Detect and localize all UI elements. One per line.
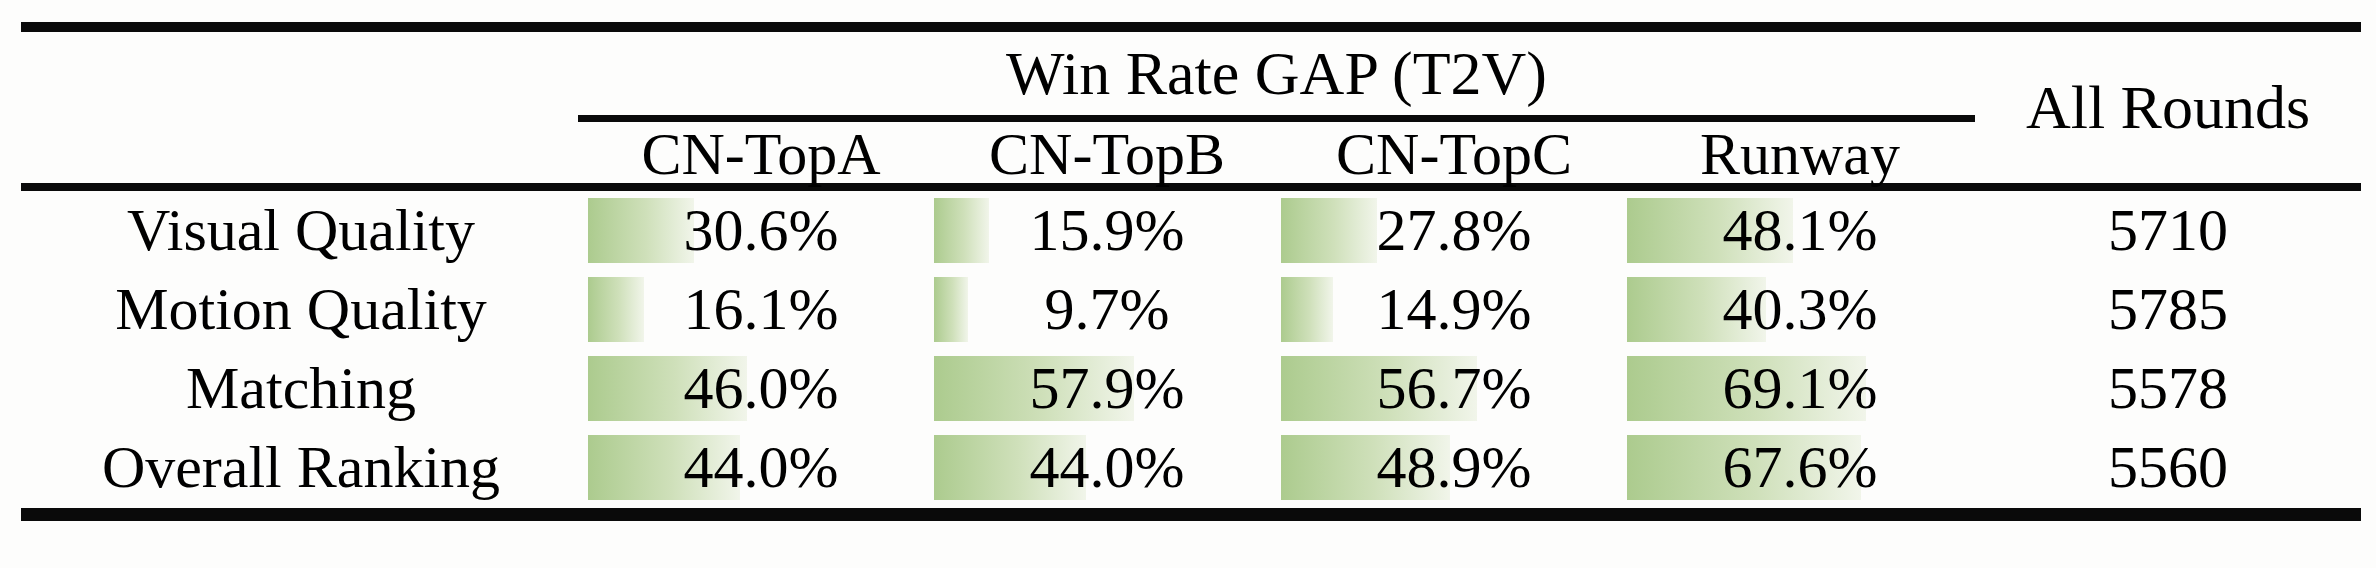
win-rate-value: 57.9% <box>1030 355 1185 421</box>
win-rate-value: 9.7% <box>1045 276 1170 342</box>
win-rate-cell: 40.3% <box>1627 270 1973 349</box>
win-rate-bar <box>1281 198 1377 263</box>
win-rate-bar <box>934 277 968 342</box>
column-header-cn-topa: CN-TopA <box>588 122 934 183</box>
win-rate-cell: 48.1% <box>1627 191 1973 270</box>
row-label: Visual Quality <box>21 191 581 270</box>
win-rate-cell: 15.9% <box>934 191 1280 270</box>
win-rate-cell: 67.6% <box>1627 428 1973 507</box>
all-rounds-value: 5785 <box>1975 270 2361 349</box>
win-rate-cell: 9.7% <box>934 270 1280 349</box>
table-rule-bottom <box>21 508 2361 521</box>
win-rate-value: 48.9% <box>1377 434 1532 500</box>
column-header-runway: Runway <box>1627 122 1973 183</box>
win-rate-cell: 14.9% <box>1281 270 1627 349</box>
win-rate-value: 48.1% <box>1723 197 1878 263</box>
win-rate-cell: 56.7% <box>1281 349 1627 428</box>
win-rate-bar <box>588 277 644 342</box>
win-rate-bar <box>934 198 989 263</box>
win-rate-table: Win Rate GAP (T2V) All Rounds CN-TopA CN… <box>0 0 2376 568</box>
win-rate-cell: 48.9% <box>1281 428 1627 507</box>
win-rate-cell: 44.0% <box>588 428 934 507</box>
table-row-motion-quality: Motion Quality 16.1% 9.7% 14.9% 40.3% 57… <box>0 270 2376 349</box>
group-header-win-rate-gap: Win Rate GAP (T2V) <box>578 32 1975 115</box>
win-rate-value: 14.9% <box>1377 276 1532 342</box>
all-rounds-value: 5710 <box>1975 191 2361 270</box>
win-rate-cell: 69.1% <box>1627 349 1973 428</box>
column-header-cn-topc: CN-TopC <box>1281 122 1627 183</box>
win-rate-value: 44.0% <box>684 434 839 500</box>
win-rate-cell: 57.9% <box>934 349 1280 428</box>
win-rate-value: 15.9% <box>1030 197 1185 263</box>
win-rate-value: 46.0% <box>684 355 839 421</box>
column-header-cn-topb: CN-TopB <box>934 122 1280 183</box>
win-rate-value: 30.6% <box>684 197 839 263</box>
win-rate-value: 69.1% <box>1723 355 1878 421</box>
win-rate-value: 56.7% <box>1377 355 1532 421</box>
table-row-overall-ranking: Overall Ranking 44.0% 44.0% 48.9% 67.6% … <box>0 428 2376 507</box>
win-rate-value: 27.8% <box>1377 197 1532 263</box>
win-rate-cell: 46.0% <box>588 349 934 428</box>
all-rounds-value: 5560 <box>1975 428 2361 507</box>
row-label: Matching <box>21 349 581 428</box>
win-rate-value: 16.1% <box>684 276 839 342</box>
row-label: Motion Quality <box>21 270 581 349</box>
table-rule-top <box>21 22 2361 32</box>
win-rate-bar <box>588 198 694 263</box>
table-row-visual-quality: Visual Quality 30.6% 15.9% 27.8% 48.1% 5… <box>0 191 2376 270</box>
win-rate-value: 67.6% <box>1723 434 1878 500</box>
column-header-all-rounds: All Rounds <box>1975 32 2361 183</box>
table-row-matching: Matching 46.0% 57.9% 56.7% 69.1% 5578 <box>0 349 2376 428</box>
win-rate-cell: 16.1% <box>588 270 934 349</box>
win-rate-cell: 44.0% <box>934 428 1280 507</box>
win-rate-cell: 30.6% <box>588 191 934 270</box>
win-rate-value: 40.3% <box>1723 276 1878 342</box>
row-label: Overall Ranking <box>21 428 581 507</box>
all-rounds-value: 5578 <box>1975 349 2361 428</box>
win-rate-value: 44.0% <box>1030 434 1185 500</box>
win-rate-cell: 27.8% <box>1281 191 1627 270</box>
win-rate-bar <box>1281 277 1333 342</box>
